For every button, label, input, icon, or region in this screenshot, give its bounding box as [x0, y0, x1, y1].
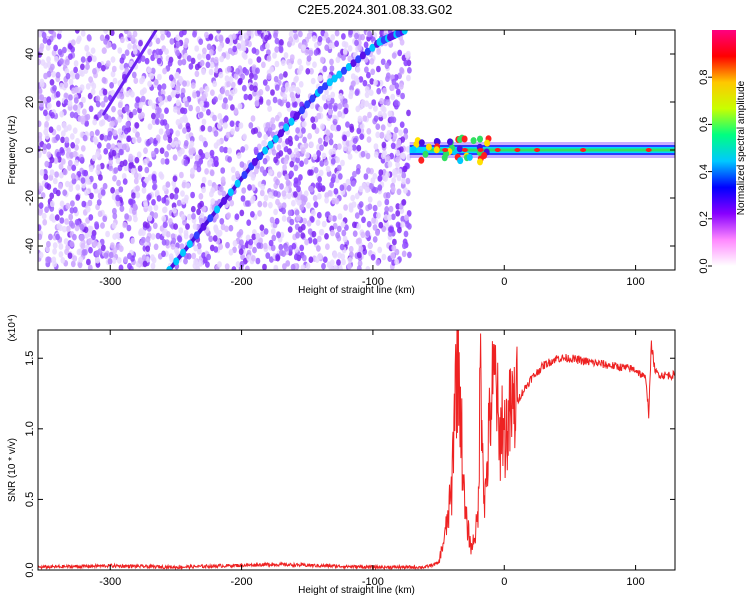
transition-blob	[425, 143, 432, 151]
transition-blob	[447, 138, 453, 146]
y-axis-label: SNR (10 * v/v)	[7, 438, 18, 502]
x-tick-label: 100	[626, 576, 644, 588]
transition-blob	[481, 152, 488, 159]
transition-blob	[410, 146, 417, 153]
colorbar-gradient	[712, 30, 736, 266]
colorbar-tick-label: 0.8	[698, 70, 710, 85]
y-tick-label: 20	[24, 96, 36, 108]
y-tick-label: 0.0	[24, 562, 36, 577]
transition-blob	[477, 135, 483, 143]
x-tick-label: -200	[231, 576, 253, 588]
transition-blob	[418, 156, 425, 164]
x-tick-label: 0	[501, 576, 507, 588]
transition-blob	[433, 138, 440, 145]
x-axis-label: Height of straight line (km)	[298, 285, 415, 296]
transition-blob	[466, 153, 473, 161]
transition-blob	[456, 145, 463, 153]
colorbar-tick-label: 0.0	[698, 258, 710, 273]
snr-panel: -300 -200 -100 0 100 0.0 0.5 1.0 1.5 Height of st…	[7, 314, 676, 596]
y-axis-label: Frequency (Hz)	[7, 116, 18, 185]
transition-blob	[422, 150, 429, 158]
transition-blob	[418, 139, 425, 147]
x-tick-label: 0	[501, 276, 507, 288]
y-tick-label: 0	[24, 147, 36, 153]
x-tick-label: -100	[362, 276, 384, 288]
colorbar-label: Normalized spectral amplitude	[736, 80, 747, 215]
y-tick-label: -40	[24, 238, 36, 254]
diagonal-trace	[102, 30, 158, 116]
y-tick-label: 0.5	[24, 492, 36, 507]
band-peak	[477, 148, 484, 152]
x-axis-label: Height of straight line (km)	[298, 585, 415, 596]
band-peak	[514, 148, 521, 152]
x-tick-label: -200	[231, 276, 253, 288]
band-peak	[461, 148, 468, 152]
y-tick-label: -20	[24, 190, 36, 206]
transition-blob	[433, 146, 440, 154]
band-peak	[645, 148, 652, 152]
x-tick-label: -100	[362, 576, 384, 588]
snr-line	[38, 330, 675, 570]
bottom-axes-frame	[37, 329, 676, 571]
y-tick-label: 1.5	[24, 351, 36, 366]
transition-blob	[470, 137, 477, 145]
x-tick-label: 100	[626, 276, 644, 288]
y-multiplier-label: (x10⁴)	[7, 314, 18, 341]
chart-title: C2E5.2024.301.08.33.G02	[298, 2, 453, 17]
transition-blob	[484, 139, 491, 147]
transition-blob	[477, 158, 483, 166]
y-tick-label: 40	[24, 48, 36, 60]
x-tick-label: -300	[99, 276, 121, 288]
snr-plot	[38, 330, 675, 570]
colorbar-tick-label: 0.2	[698, 211, 710, 226]
colorbar: 0.0 0.2 0.4 0.6 0.8 Normalized spectral ampli…	[698, 30, 747, 274]
stable-band-core	[429, 148, 675, 152]
x-tick-label: -300	[99, 576, 121, 588]
transition-blob	[457, 157, 464, 165]
band-peak	[494, 148, 501, 152]
y-tick-label: 1.0	[24, 421, 36, 436]
band-peak	[442, 148, 449, 152]
band-peak	[534, 148, 541, 152]
colorbar-tick-label: 0.6	[698, 117, 710, 132]
spectrogram-plot	[38, 30, 675, 270]
transition-blob	[461, 135, 468, 143]
band-peak	[580, 148, 587, 152]
colorbar-tick-label: 0.4	[698, 164, 710, 179]
transition-blob	[457, 136, 463, 143]
